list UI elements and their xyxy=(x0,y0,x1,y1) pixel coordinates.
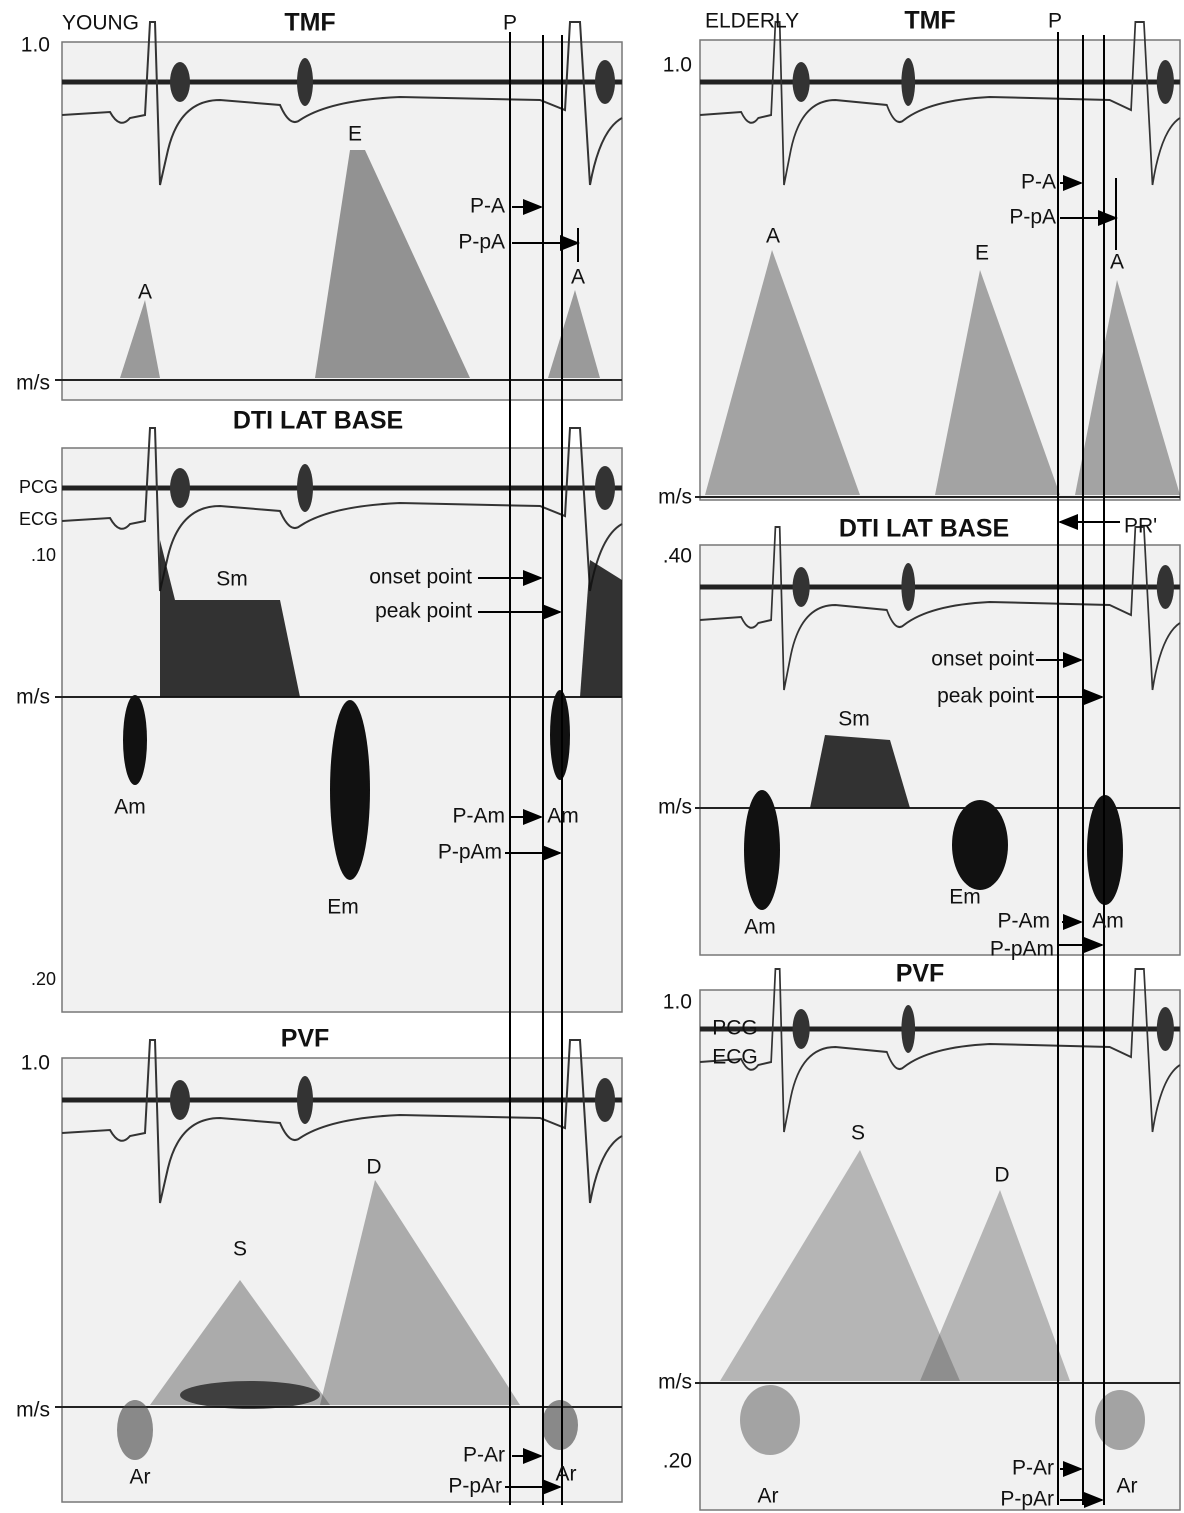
scale-label: .40 xyxy=(663,545,692,568)
interval-label: P-pA xyxy=(1009,206,1056,229)
p-label: P xyxy=(503,12,517,35)
scale-label: 1.0 xyxy=(21,34,50,57)
interval-label: P-Ar xyxy=(463,1444,505,1467)
panel-title: PVF xyxy=(281,1025,330,1053)
unit-label: m/s xyxy=(658,796,692,819)
scale-label: 1.0 xyxy=(663,991,692,1014)
wave-label: D xyxy=(366,1156,381,1179)
body: YOUNG TMF P 1.0 m/s E A A P-A P-pA DTI L… xyxy=(0,0,1184,1513)
signal-label: PCG xyxy=(712,1017,758,1040)
interval-label: P-Ar xyxy=(1012,1457,1054,1480)
scale-label: .10 xyxy=(31,545,56,565)
signal-label: ECG xyxy=(19,509,58,529)
wave-label: S xyxy=(233,1238,247,1261)
unit-label: m/s xyxy=(658,486,692,509)
wave-label: Am xyxy=(114,796,146,819)
interval-label: P-pAm xyxy=(438,841,502,864)
figure: YOUNG TMF P 1.0 m/s E A A P-A P-pA DTI L… xyxy=(0,0,1184,1513)
page: Doppler timing figure {"young":{"group":… xyxy=(0,0,1184,1513)
wave-label: E xyxy=(348,123,362,146)
group-label: YOUNG xyxy=(62,12,139,35)
wave-label: D xyxy=(994,1164,1009,1187)
wave-label: Ar xyxy=(556,1463,577,1486)
interval-label: P-Am xyxy=(453,805,506,828)
unit-label: m/s xyxy=(16,372,50,395)
signal-label: ECG xyxy=(712,1046,758,1069)
scale-label: .20 xyxy=(31,969,56,989)
unit-label: m/s xyxy=(16,1399,50,1422)
signal-label: PCG xyxy=(19,477,58,497)
interval-label: peak point xyxy=(937,685,1034,708)
panel-title: DTI LAT BASE xyxy=(233,407,403,435)
interval-label: P-pA xyxy=(458,231,505,254)
unit-label: m/s xyxy=(658,1371,692,1394)
interval-label: onset point xyxy=(369,566,472,589)
unit-label: m/s xyxy=(16,686,50,709)
group-label: ELDERLY xyxy=(705,10,799,33)
wave-label: Sm xyxy=(216,568,248,591)
interval-label: onset point xyxy=(931,648,1034,671)
wave-label: Ar xyxy=(130,1466,151,1489)
pr-label: PR' xyxy=(1124,515,1157,538)
panel-title: TMF xyxy=(904,7,955,35)
wave-label: Em xyxy=(949,886,981,909)
wave-label: Am xyxy=(547,805,579,828)
panel-title: DTI LAT BASE xyxy=(839,515,1009,543)
interval-label: peak point xyxy=(375,600,472,623)
wave-label: Sm xyxy=(838,708,870,731)
wave-label: A xyxy=(766,225,780,248)
wave-label: Am xyxy=(1092,910,1124,933)
interval-label: P-pAr xyxy=(448,1475,502,1498)
wave-label: Ar xyxy=(1117,1475,1138,1498)
interval-label: P-Am xyxy=(998,910,1051,933)
wave-label: A xyxy=(138,281,152,304)
panel-title: PVF xyxy=(896,960,945,988)
wave-label: Ar xyxy=(758,1485,779,1508)
panel-title: TMF xyxy=(284,9,335,37)
scale-label: 1.0 xyxy=(21,1052,50,1075)
interval-label: P-pAr xyxy=(1000,1488,1054,1511)
p-label: P xyxy=(1048,10,1062,33)
scale-label: .20 xyxy=(663,1450,692,1473)
scale-label: 1.0 xyxy=(663,54,692,77)
interval-label: P-A xyxy=(1021,171,1056,194)
wave-label: Em xyxy=(327,896,359,919)
wave-label: A xyxy=(571,266,585,289)
wave-label: E xyxy=(975,242,989,265)
wave-label: Am xyxy=(744,916,776,939)
interval-label: P-pAm xyxy=(990,938,1054,961)
wave-label: S xyxy=(851,1122,865,1145)
interval-label: P-A xyxy=(470,195,505,218)
wave-label: A xyxy=(1110,251,1124,274)
